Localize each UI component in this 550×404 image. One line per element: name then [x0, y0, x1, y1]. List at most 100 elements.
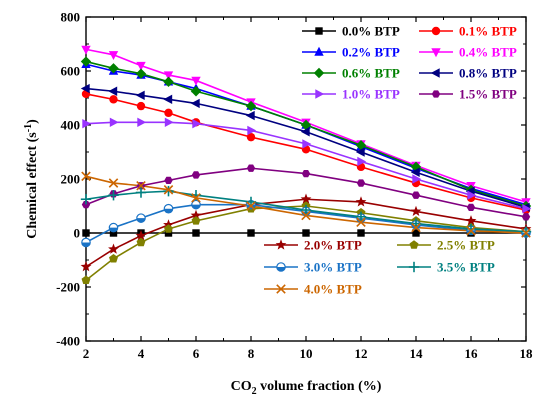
data-point-1-5-btp: [164, 176, 173, 184]
data-point-2-5-btp-shape: [164, 224, 173, 233]
series-markers-1-0-btp: [82, 117, 532, 214]
data-point-2-0-btp-shape: [465, 215, 477, 226]
data-point-1-0-btp-shape: [357, 156, 367, 167]
data-point-2-0-btp: [135, 230, 147, 241]
legend-marker-shape: [430, 68, 440, 78]
data-point-0-8-btp-shape: [245, 110, 255, 121]
data-point-0-0-btp-shape: [247, 229, 255, 237]
data-point-1-5-btp: [466, 203, 476, 211]
x-tick-label: 8: [248, 346, 255, 361]
data-point-4-0-btp: [108, 178, 119, 188]
legend-item-0-2-btp: 0.2% BTP: [302, 45, 400, 60]
data-point-0-8-btp-shape: [410, 167, 420, 177]
data-point-0-6-btp-shape: [108, 63, 119, 74]
data-point-0-6-btp: [80, 56, 92, 67]
data-point-2-0-btp-shape: [410, 205, 422, 217]
data-point-0-6-btp-shape: [300, 119, 312, 131]
data-point-1-0-btp-shape: [522, 204, 532, 214]
data-point-2-5-btp-shape: [81, 275, 91, 285]
series-markers-4-0-btp: [81, 171, 531, 238]
data-point-2-0-btp-shape: [355, 196, 367, 207]
data-point-2-5-btp: [81, 275, 91, 285]
data-point-4-0-btp: [301, 210, 311, 221]
data-point-0-1-btp: [164, 108, 173, 118]
data-point-4-0-btp: [163, 185, 174, 195]
data-point-2-0-btp: [465, 215, 477, 226]
legend-label: 1.5% BTP: [459, 87, 517, 102]
data-point-4-0-btp-d2: [411, 222, 421, 233]
legend-marker-half: [276, 267, 286, 272]
legend-label: 0.8% BTP: [459, 66, 517, 81]
data-point-3-5-btp: [300, 204, 312, 216]
data-point-0-6-btp: [300, 119, 312, 131]
data-point-0-4-btp-shape: [163, 71, 174, 81]
data-point-3-5-btp: [135, 187, 147, 198]
data-point-2-0-btp: [80, 261, 92, 272]
data-point-0-4-btp: [163, 71, 174, 81]
data-point-3-5-btp: [355, 211, 367, 222]
legend-marker: [276, 284, 286, 294]
x-tick-label: 14: [410, 346, 424, 361]
data-point-1-5-btp-shape: [521, 213, 531, 221]
data-point-0-6-btp: [108, 63, 119, 74]
legend-item-0-0-btp: 0.0% BTP: [302, 24, 400, 39]
legend-label: 0.0% BTP: [342, 24, 400, 39]
y-tick-label: -200: [56, 280, 80, 295]
data-point-1-0-btp: [109, 117, 119, 127]
data-point-0-0-btp-shape: [82, 229, 90, 237]
data-point-0-0-btp-shape: [357, 229, 365, 237]
legend-label: 0.2% BTP: [342, 45, 400, 60]
data-point-1-0-btp: [467, 190, 477, 200]
series-markers: [80, 45, 532, 285]
y-tick-label: 0: [74, 226, 81, 241]
legend-label: 3.0% BTP: [304, 260, 362, 275]
data-point-3-0-btp: [81, 237, 91, 248]
data-point-1-0-btp-shape: [247, 125, 257, 136]
x-title-sub: 2: [252, 386, 257, 397]
data-point-4-0-btp: [411, 222, 421, 233]
data-point-3-0-btp: [163, 203, 174, 214]
data-point-2-0-btp-shape: [135, 230, 147, 241]
legend-marker-shape: [431, 48, 441, 58]
data-point-0-8-btp: [410, 167, 420, 177]
x-tick-label: 6: [193, 346, 200, 361]
legend-marker: [431, 26, 441, 36]
data-point-0-6-btp: [190, 86, 202, 97]
data-point-0-4-btp: [136, 61, 146, 71]
x-title-co: CO: [231, 379, 252, 394]
legend-marker-d2: [276, 284, 286, 294]
data-point-0-8-btp: [300, 127, 310, 137]
y-title-main: Chemical effect (s: [25, 132, 40, 239]
data-point-4-0-btp-d2: [81, 171, 91, 182]
data-point-2-0-btp-shape: [190, 209, 202, 221]
y-tick-label: 400: [61, 118, 81, 133]
legend-item-4-0-btp: 4.0% BTP: [264, 282, 362, 297]
legend-marker-shape: [431, 26, 441, 36]
data-point-0-1-btp-shape: [246, 132, 256, 142]
legend-item-3-5-btp: 3.5% BTP: [397, 260, 495, 275]
legend-item-0-8-btp: 0.8% BTP: [419, 66, 517, 81]
data-point-2-0-btp-shape: [300, 193, 312, 204]
data-point-2-0-btp: [190, 209, 202, 221]
data-point-4-0-btp: [81, 171, 91, 182]
data-point-0-8-btp: [80, 83, 90, 94]
data-point-1-5-btp-shape: [81, 201, 91, 209]
data-point-0-4-btp-shape: [136, 61, 146, 71]
y-tick-label: -400: [56, 334, 80, 349]
data-point-3-5-btp: [108, 190, 119, 201]
data-point-2-0-btp-shape: [80, 261, 92, 272]
data-point-1-0-btp-shape: [109, 117, 119, 127]
legend-marker-shape: [314, 46, 324, 56]
data-point-0-8-btp-shape: [80, 83, 90, 94]
legend-label: 0.4% BTP: [459, 45, 517, 60]
data-point-1-5-btp: [191, 171, 201, 179]
data-point-4-0-btp: [356, 217, 366, 227]
data-point-0-4-btp: [81, 45, 91, 55]
data-point-0-8-btp: [135, 90, 145, 100]
data-point-4-0-btp: [521, 228, 531, 238]
data-point-4-0-btp: [191, 193, 201, 203]
data-point-2-5-btp: [164, 224, 173, 233]
legend-label: 0.1% BTP: [459, 24, 517, 39]
data-point-2-0-btp: [108, 243, 119, 254]
